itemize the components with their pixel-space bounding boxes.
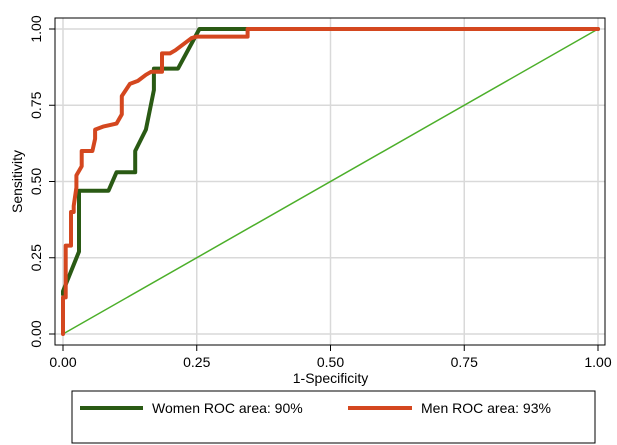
- x-tick-label: 1.00: [584, 354, 611, 370]
- legend-label-men: Men ROC area: 93%: [421, 400, 551, 416]
- y-tick-label: 0.75: [28, 91, 44, 118]
- women-roc-line: [61, 27, 600, 297]
- x-tick-label: 0.75: [451, 354, 478, 370]
- x-tick-label: 0.00: [49, 354, 76, 370]
- axes: 0.00 0.00 0.25 0.25 0.50 0.50 0.75 0.75 1.00 1.00: [28, 15, 612, 370]
- x-axis-title: 1-Specificity: [293, 370, 368, 386]
- reference-line: [62, 28, 599, 335]
- series-lines: [61, 27, 600, 336]
- y-tick-label: 0.25: [28, 244, 44, 271]
- y-tick-label: 0.50: [28, 168, 44, 195]
- legend-label-women: Women ROC area: 90%: [152, 400, 303, 416]
- y-axis-title: Sensitivity: [9, 150, 25, 213]
- x-tick-label: 0.50: [317, 354, 344, 370]
- y-tick-label: 1.00: [28, 15, 44, 42]
- y-tick-label: 0.00: [28, 320, 44, 347]
- legend: Women ROC area: 90% Men ROC area: 93%: [71, 390, 596, 444]
- legend-box: [71, 390, 596, 444]
- x-tick-label: 0.25: [183, 354, 210, 370]
- men-roc-line: [61, 27, 600, 336]
